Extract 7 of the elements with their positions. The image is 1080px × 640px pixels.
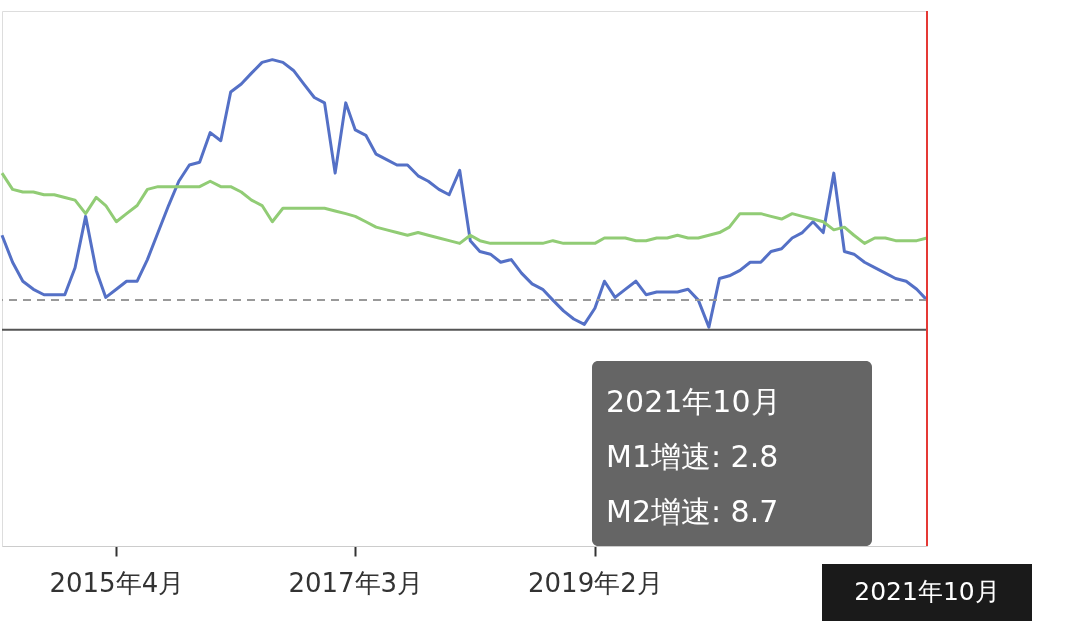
text: 2021年10月 (854, 577, 1000, 606)
text: M2增速: 8.7 (606, 494, 779, 529)
x-tick-label: 2019年2月 (528, 567, 663, 598)
x-tick-label: 2015年4月 (49, 567, 185, 598)
x-tick-label: 2017年3月 (288, 567, 424, 598)
text: M1增速: 2.8 (606, 439, 779, 474)
text: 2021年10月 (606, 384, 781, 419)
